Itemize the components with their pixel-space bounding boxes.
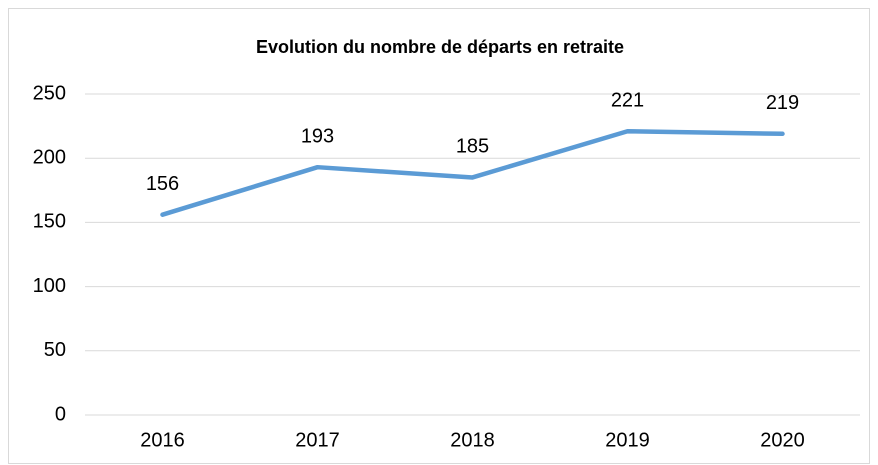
line (160, 128, 785, 217)
data-label: 221 (611, 90, 644, 112)
y-tick-label: 0 (55, 403, 66, 425)
x-tick-label: 2020 (760, 429, 805, 451)
data-label: 156 (146, 173, 179, 195)
x-tick-label: 2017 (295, 429, 340, 451)
x-tick-label: 2016 (140, 429, 185, 451)
y-tick-label: 250 (33, 82, 66, 104)
chart-border (8, 8, 870, 464)
y-tick-label: 50 (44, 339, 66, 361)
y-tick-label: 150 (33, 211, 66, 233)
data-label: 185 (456, 136, 489, 158)
y-tick-label: 200 (33, 146, 66, 168)
y-tick-label: 100 (33, 275, 66, 297)
chart-title: Evolution du nombre de départs en retrai… (256, 37, 624, 57)
data-label: 219 (766, 92, 799, 114)
data-label: 193 (301, 125, 334, 147)
x-tick-label: 2019 (605, 429, 650, 451)
x-tick-label: 2018 (450, 429, 495, 451)
